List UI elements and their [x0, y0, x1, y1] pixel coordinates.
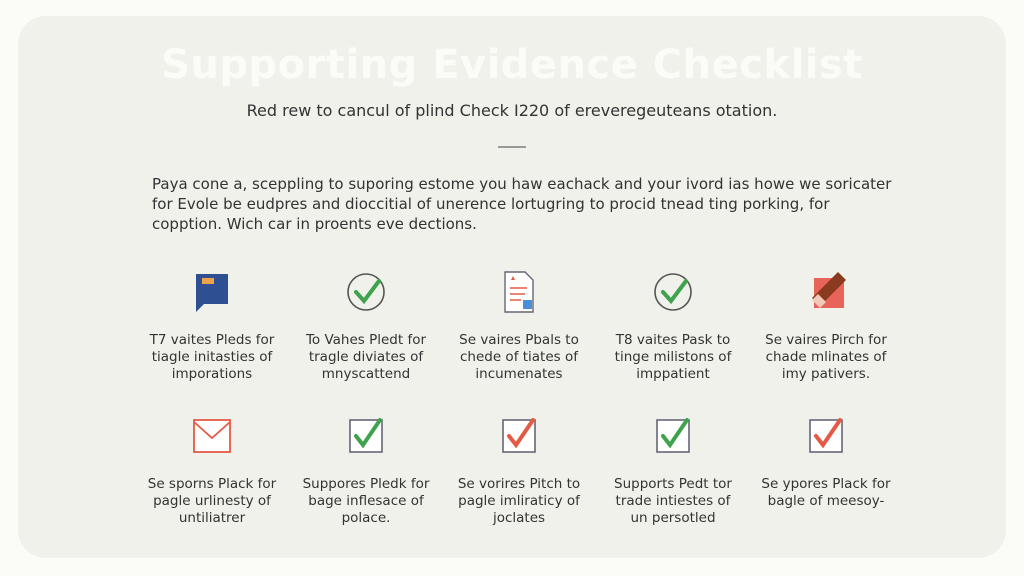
label-line: Se sporns Plack for — [147, 476, 277, 492]
checklist-item[interactable]: Se ypores Plack for bagle of meesoy- — [751, 414, 901, 510]
label-line: Suppores Pledk for — [302, 476, 430, 492]
label-line: tinge milistons of — [614, 349, 732, 365]
label-line: bagle of meesoy- — [767, 493, 885, 509]
label-line: mnyscattend — [321, 366, 411, 382]
label-line: bage inflesace of — [308, 493, 424, 509]
label-line: incumenates — [475, 366, 563, 382]
label-line: joclates — [492, 510, 546, 526]
label-line: Se vaires Pbals to — [459, 332, 579, 348]
label-line: polace. — [341, 510, 391, 526]
checklist-item-label: Se vaires Pbals to chede of tiates of incu… — [444, 332, 594, 383]
page-subtitle: Red rew to cancul of plind Check I220 of… — [246, 101, 778, 120]
checklist-item-label: Se sporns Plack for pagle urlinesty of unt… — [137, 476, 287, 527]
label-line: Se ypores Plack for — [761, 476, 891, 492]
checklist-item-label: T8 vaites Pask to tinge milistons of imppa… — [598, 332, 748, 383]
label-line: chede of tiates of — [459, 349, 578, 365]
label-line: untiliatrer — [178, 510, 246, 526]
label-line: tiagle initasties of — [151, 349, 273, 365]
checklist-item[interactable]: To Vahes Pledt for tragle diviates of mnys… — [291, 270, 441, 383]
checklist-item-label: To Vahes Pledt for tragle diviates of mnys… — [291, 332, 441, 383]
label-line: imppatient — [636, 366, 710, 382]
label-line: Supports Pedt tor — [614, 476, 732, 492]
check-circle-icon — [654, 273, 692, 311]
label-line: pagle imliraticy of — [458, 493, 580, 509]
checklist-item[interactable]: Supports Pedt tor trade intiestes of un pe… — [598, 414, 748, 527]
checkbox-red-icon — [809, 418, 843, 453]
checklist-item-label: Se vaires Pirch for chade mlinates of imy … — [751, 332, 901, 383]
label-line: chade mlinates of — [765, 349, 887, 365]
checklist-item[interactable]: T8 vaites Pask to tinge milistons of imppa… — [598, 270, 748, 383]
label-line: T8 vaites Pask to — [615, 332, 731, 348]
checkbox-green-icon — [349, 418, 383, 453]
label-line: T7 vaites Pleds for — [149, 332, 275, 348]
eraser-icon — [812, 272, 846, 308]
checkbox-red-icon — [502, 418, 536, 453]
label-line: pagle urlinesty of — [153, 493, 271, 509]
checklist-item-label: Supports Pedt tor trade intiestes of un pe… — [598, 476, 748, 527]
checklist-item[interactable]: T7 vaites Pleds for tiagle initasties of i… — [137, 270, 287, 383]
checklist-item[interactable]: Se sporns Plack for pagle urlinesty of unt… — [137, 414, 287, 527]
label-line: trade intiestes of — [615, 493, 731, 509]
check-circle-icon — [347, 273, 385, 311]
intro-paragraph: Paya cone a, sceppling to suporing estom… — [152, 175, 892, 233]
divider — [498, 146, 526, 148]
checklist-item[interactable]: Se vaires Pbals to chede of tiates of incu… — [444, 270, 594, 383]
checklist-item-label: Se ypores Plack for bagle of meesoy- — [751, 476, 901, 510]
checklist-item-label: Se vorires Pitch to pagle imliraticy of jo… — [444, 476, 594, 527]
checklist-item[interactable]: Se vorires Pitch to pagle imliraticy of jo… — [444, 414, 594, 527]
label-line: un persotled — [630, 510, 716, 526]
checklist-item-label: T7 vaites Pleds for tiagle initasties of i… — [137, 332, 287, 383]
label-line: To Vahes Pledt for — [305, 332, 427, 348]
label-line: tragle diviates of — [308, 349, 424, 365]
label-line: Se vaires Pirch for — [765, 332, 887, 348]
label-line: Se vorires Pitch to — [457, 476, 581, 492]
document-icon — [504, 271, 534, 313]
checklist-item-label: Suppores Pledk for bage inflesace of polac… — [291, 476, 441, 527]
page-title: Supporting Evidence Checklist — [161, 42, 863, 88]
checklist-item[interactable]: Suppores Pledk for bage inflesace of polac… — [291, 414, 441, 527]
checklist-item[interactable]: Se vaires Pirch for chade mlinates of imy … — [751, 270, 901, 383]
checkbox-green-icon — [656, 418, 690, 453]
label-line: imporations — [171, 366, 253, 382]
envelope-icon — [193, 419, 231, 453]
label-line: imy pativers. — [781, 366, 871, 382]
bookmark-icon — [196, 274, 228, 312]
